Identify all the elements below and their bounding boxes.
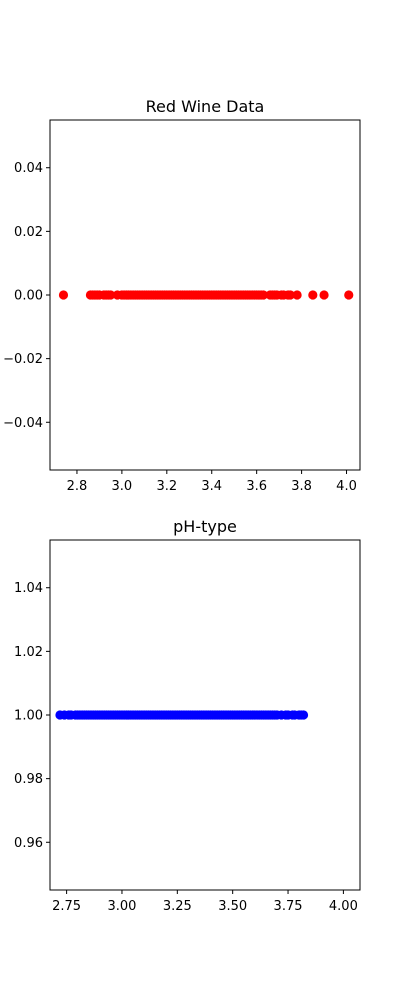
y-tick-label-red-wine: −0.02	[3, 352, 43, 367]
y-tick-label-red-wine: 0.04	[14, 161, 43, 176]
x-tick-label-red-wine: 3.2	[156, 479, 177, 494]
x-tick-label-ph-type: 3.25	[163, 899, 192, 914]
data-point-red-wine	[292, 290, 302, 300]
data-point-red-wine	[106, 290, 116, 300]
y-tick-label-ph-type: 1.00	[14, 709, 43, 724]
x-tick-label-ph-type: 2.75	[52, 899, 81, 914]
x-tick-label-ph-type: 3.75	[274, 899, 303, 914]
x-tick-label-red-wine: 4.0	[336, 479, 357, 494]
data-point-red-wine	[308, 290, 318, 300]
chart-title-red-wine: Red Wine Data	[146, 97, 265, 116]
y-tick-label-ph-type: 0.98	[14, 772, 43, 787]
axes-frame-red-wine	[49, 119, 361, 471]
subplot-red-wine: Red Wine Data 2.8 3.0 3.2 3.4 3.6 3.8 4.0 0.04 0…	[3, 97, 361, 494]
axes-frame-ph-type	[49, 539, 361, 891]
y-tick-label-ph-type: 1.04	[14, 581, 43, 596]
x-tick-label-red-wine: 3.0	[112, 479, 133, 494]
y-tick-label-red-wine: 0.02	[14, 225, 43, 240]
x-tick-label-red-wine: 3.8	[291, 479, 312, 494]
x-tick-label-red-wine: 3.4	[201, 479, 222, 494]
x-tick-label-ph-type: 3.00	[107, 899, 136, 914]
plot-area-ph-type: 2.75 3.00 3.25 3.50 3.75 4.00 1.04 1.02 1.00 0.98…	[14, 581, 358, 914]
data-point-red-wine	[58, 290, 69, 300]
data-point-red-wine	[258, 290, 269, 300]
x-tick-label-red-wine: 2.8	[67, 479, 88, 494]
data-point-red-wine	[319, 290, 329, 300]
x-tick-label-ph-type: 4.00	[329, 899, 358, 914]
data-point-ph-type	[298, 710, 309, 720]
y-tick-label-red-wine: −0.04	[3, 416, 43, 431]
y-tick-label-ph-type: 1.02	[14, 645, 43, 660]
data-point-red-wine	[344, 290, 354, 300]
x-tick-label-ph-type: 3.50	[218, 899, 247, 914]
y-tick-label-ph-type: 0.96	[14, 836, 43, 851]
data-point-red-wine	[285, 290, 295, 300]
x-tick-label-red-wine: 3.6	[246, 479, 267, 494]
y-tick-label-red-wine: 0.00	[14, 289, 43, 304]
chart-title-ph-type: pH-type	[173, 517, 237, 536]
plot-area-red-wine: 2.8 3.0 3.2 3.4 3.6 3.8 4.0 0.04 0.02 0.00 −0.02 −0…	[3, 161, 357, 494]
subplot-ph-type: pH-type 2.75 3.00 3.25 3.50 3.75 4.00 1.04 1.02…	[14, 517, 361, 914]
